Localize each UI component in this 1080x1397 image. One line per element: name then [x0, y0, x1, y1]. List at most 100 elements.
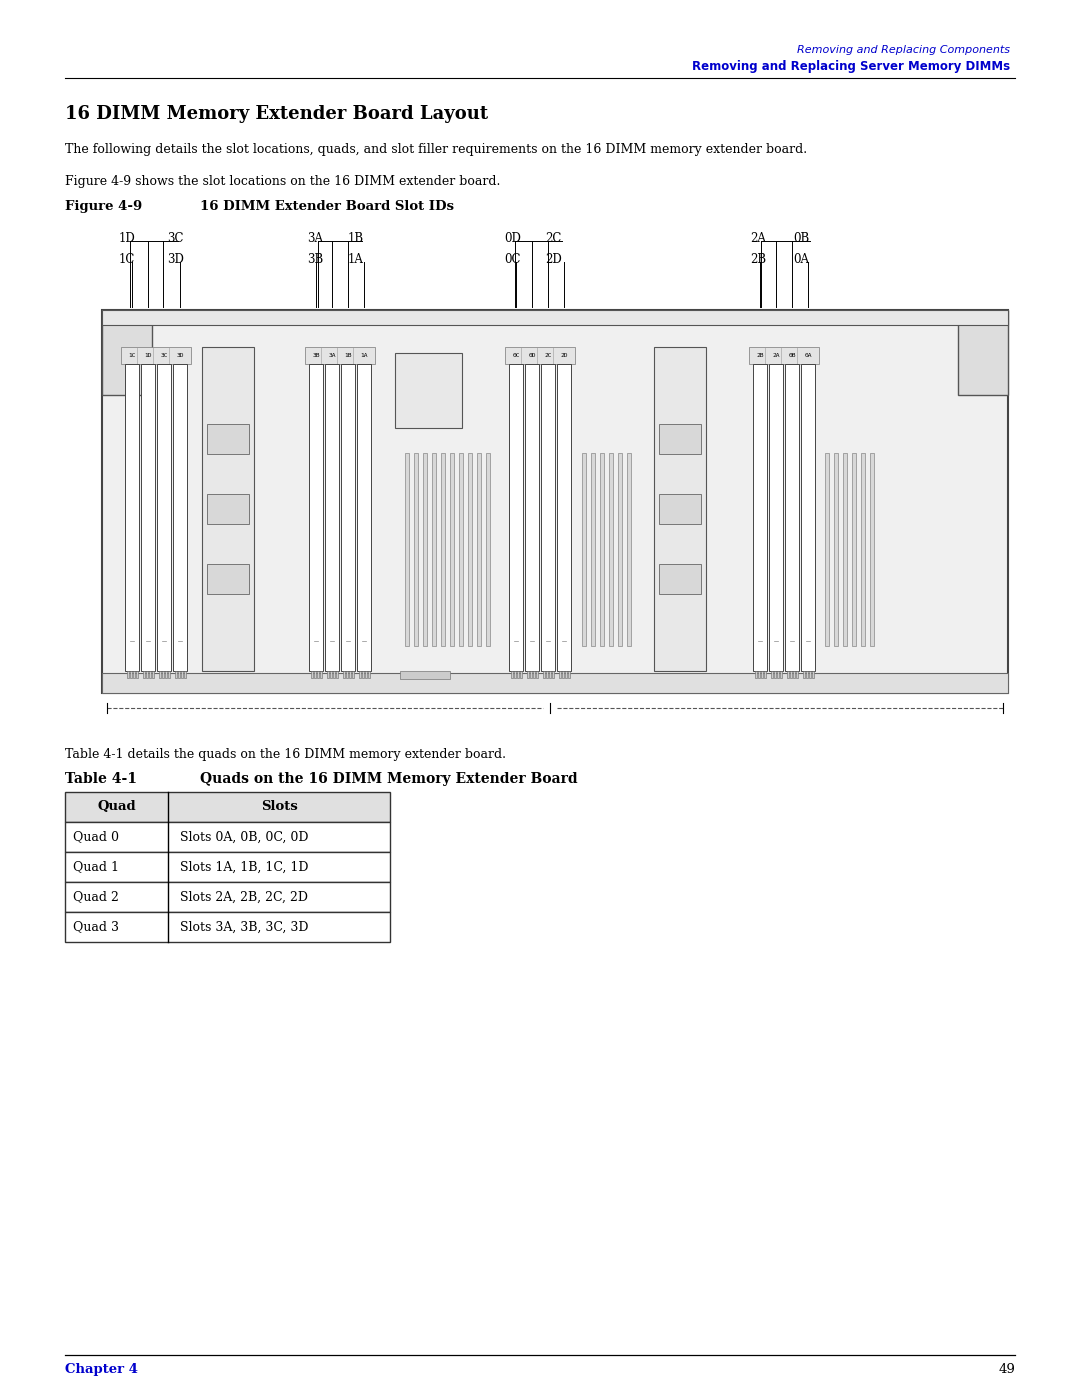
Text: Figure 4-9 shows the slot locations on the 16 DIMM extender board.: Figure 4-9 shows the slot locations on t…: [65, 175, 500, 189]
Bar: [352, 671, 354, 678]
Bar: [423, 453, 427, 645]
Bar: [136, 671, 138, 678]
Bar: [102, 310, 1008, 693]
Text: 0A: 0A: [805, 353, 812, 358]
Text: 3B: 3B: [307, 253, 323, 265]
Bar: [141, 365, 156, 671]
Text: 16 DIMM Memory Extender Board Layout: 16 DIMM Memory Extender Board Layout: [65, 105, 488, 123]
Text: 3C: 3C: [167, 232, 184, 244]
Bar: [102, 310, 1008, 326]
Bar: [305, 346, 375, 365]
Bar: [525, 365, 539, 671]
Bar: [173, 365, 187, 671]
Text: Slots 3A, 3B, 3C, 3D: Slots 3A, 3B, 3C, 3D: [180, 921, 309, 933]
Text: 1A: 1A: [361, 353, 368, 358]
Bar: [468, 453, 472, 645]
Text: 3A: 3A: [328, 353, 336, 358]
Text: 0A: 0A: [793, 253, 809, 265]
Bar: [414, 453, 418, 645]
Bar: [771, 671, 773, 678]
Text: 1C: 1C: [129, 353, 136, 358]
Bar: [659, 425, 701, 454]
Bar: [750, 346, 819, 365]
Text: 3A: 3A: [307, 232, 323, 244]
Text: 16 DIMM Extender Board Slot IDs: 16 DIMM Extender Board Slot IDs: [200, 200, 454, 212]
Text: 2B: 2B: [750, 253, 766, 265]
Bar: [541, 365, 555, 671]
Bar: [121, 346, 191, 365]
Bar: [809, 671, 811, 678]
Bar: [806, 671, 808, 678]
Bar: [591, 453, 595, 645]
Text: 1B: 1B: [345, 353, 352, 358]
Bar: [758, 671, 760, 678]
Bar: [65, 852, 390, 882]
Bar: [405, 453, 409, 645]
Bar: [133, 671, 135, 678]
Bar: [958, 310, 1008, 395]
Text: 2D: 2D: [545, 253, 562, 265]
Text: 2A: 2A: [772, 353, 780, 358]
Bar: [546, 671, 548, 678]
Text: The following details the slot locations, quads, and slot filler requirements on: The following details the slot locations…: [65, 142, 807, 156]
Bar: [125, 365, 139, 671]
Bar: [207, 495, 249, 524]
Bar: [159, 671, 161, 678]
Bar: [552, 671, 554, 678]
Text: 0D: 0D: [528, 353, 536, 358]
Bar: [149, 671, 151, 678]
Text: 0D: 0D: [504, 232, 521, 244]
Text: 1D: 1D: [119, 232, 136, 244]
Bar: [441, 453, 445, 645]
Bar: [527, 671, 529, 678]
Text: Table 4-1: Table 4-1: [65, 773, 137, 787]
Text: Quads on the 16 DIMM Memory Extender Board: Quads on the 16 DIMM Memory Extender Boa…: [200, 773, 578, 787]
Bar: [102, 310, 152, 395]
Bar: [557, 365, 571, 671]
Bar: [787, 671, 789, 678]
Bar: [852, 453, 856, 645]
Bar: [514, 671, 516, 678]
Text: 1B: 1B: [348, 232, 364, 244]
Bar: [359, 671, 361, 678]
Bar: [477, 453, 481, 645]
Bar: [400, 671, 450, 679]
Bar: [659, 495, 701, 524]
Bar: [327, 671, 329, 678]
Bar: [65, 792, 390, 821]
Bar: [565, 671, 567, 678]
Bar: [780, 671, 782, 678]
Bar: [761, 671, 762, 678]
Text: 1A: 1A: [348, 253, 364, 265]
Text: 1D: 1D: [145, 353, 152, 358]
Text: Removing and Replacing Components: Removing and Replacing Components: [797, 45, 1010, 54]
Text: Table 4-1 details the quads on the 16 DIMM memory extender board.: Table 4-1 details the quads on the 16 DI…: [65, 747, 507, 761]
Bar: [343, 671, 345, 678]
Bar: [659, 564, 701, 594]
Bar: [834, 453, 838, 645]
Bar: [789, 671, 792, 678]
Bar: [318, 671, 319, 678]
Bar: [162, 671, 164, 678]
Bar: [825, 453, 829, 645]
Bar: [543, 671, 545, 678]
Text: Slots: Slots: [260, 800, 297, 813]
Bar: [600, 453, 604, 645]
Bar: [509, 365, 523, 671]
Text: Quad 2: Quad 2: [73, 890, 119, 904]
Bar: [536, 671, 538, 678]
Bar: [346, 671, 348, 678]
Bar: [519, 671, 522, 678]
Bar: [618, 453, 622, 645]
Bar: [143, 671, 145, 678]
Bar: [450, 453, 454, 645]
Bar: [627, 453, 631, 645]
Text: Quad 0: Quad 0: [73, 830, 119, 844]
Bar: [764, 671, 766, 678]
Bar: [65, 912, 390, 942]
Bar: [127, 671, 129, 678]
Text: 2C: 2C: [544, 353, 552, 358]
Text: 3B: 3B: [312, 353, 320, 358]
Bar: [812, 671, 814, 678]
Bar: [314, 671, 316, 678]
